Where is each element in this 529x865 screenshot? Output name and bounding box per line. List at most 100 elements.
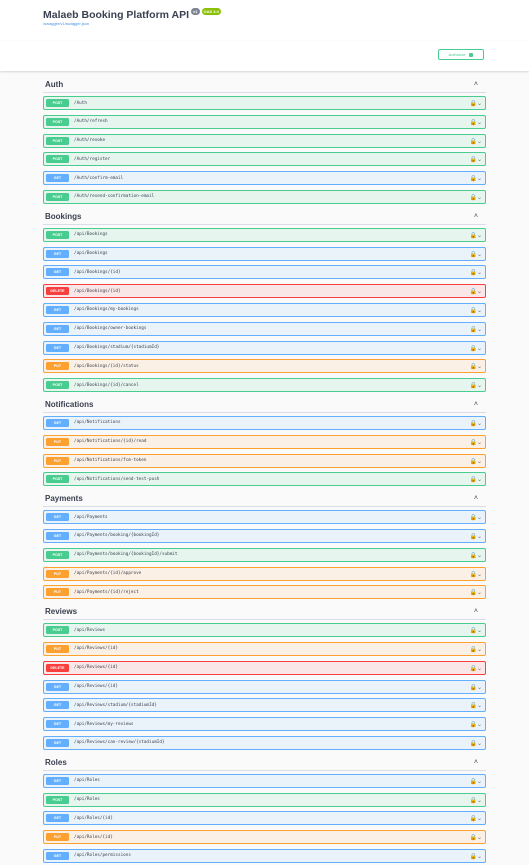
operation[interactable]: GET/Auth/confirm-email 🔒⌄ bbox=[43, 171, 486, 186]
lock-expand-icons[interactable]: 🔒⌄ bbox=[469, 646, 483, 653]
lock-expand-icons[interactable]: 🔒⌄ bbox=[469, 289, 483, 296]
operation[interactable]: PUT/api/Notifications/{id}/read 🔒⌄ bbox=[43, 434, 486, 449]
operation[interactable]: GET/api/Reviews/stadium/{stadiumId} 🔒⌄ bbox=[43, 698, 486, 713]
lock-expand-icons[interactable]: 🔒⌄ bbox=[469, 853, 483, 860]
authorize-button[interactable]: Authorize bbox=[438, 49, 484, 60]
operation[interactable]: POST/Auth/register 🔒⌄ bbox=[43, 152, 486, 167]
operation[interactable]: POST/api/Roles 🔒⌄ bbox=[43, 792, 486, 807]
operation-path: /api/Notifications/send-test-push bbox=[74, 476, 160, 482]
operation[interactable]: POST/api/Notifications/send-test-push 🔒⌄ bbox=[43, 472, 486, 487]
lock-expand-icons[interactable]: 🔒⌄ bbox=[469, 251, 483, 258]
collapse-icon[interactable]: ˄ bbox=[473, 758, 478, 766]
operation-path: /Auth/revoke bbox=[74, 138, 106, 144]
section-header[interactable]: Bookings ˄ bbox=[43, 209, 486, 225]
lock-expand-icons[interactable]: 🔒⌄ bbox=[469, 778, 483, 785]
operation[interactable]: GET/api/Payments/booking/{bookingId} 🔒⌄ bbox=[43, 528, 486, 543]
operation[interactable]: GET/api/Payments 🔒⌄ bbox=[43, 510, 486, 525]
operation[interactable]: PUT/api/Notifications/fcm-token 🔒⌄ bbox=[43, 453, 486, 468]
lock-expand-icons[interactable]: 🔒⌄ bbox=[469, 665, 483, 672]
collapse-icon[interactable]: ˄ bbox=[473, 81, 478, 88]
section-header[interactable]: Payments ˄ bbox=[43, 491, 486, 508]
operation[interactable]: POST/Auth 🔒⌄ bbox=[43, 96, 486, 110]
operation-path: /api/Bookings/owner-bookings bbox=[74, 326, 147, 332]
method-badge: GET bbox=[46, 531, 69, 540]
lock-expand-icons[interactable]: 🔒⌄ bbox=[469, 420, 483, 427]
oas-badge: OAS 3.0 bbox=[201, 8, 221, 15]
operation[interactable]: POST/Auth/revoke 🔒⌄ bbox=[43, 133, 486, 148]
collapse-icon[interactable]: ˄ bbox=[473, 400, 478, 408]
operation[interactable]: GET/api/Roles 🔒⌄ bbox=[43, 773, 486, 788]
lock-expand-icons[interactable]: 🔒⌄ bbox=[469, 232, 483, 239]
lock-expand-icons[interactable]: 🔒⌄ bbox=[469, 533, 483, 540]
method-badge: POST bbox=[46, 230, 69, 239]
operation[interactable]: GET/api/Reviews/my-reviews 🔒⌄ bbox=[43, 717, 486, 732]
lock-expand-icons[interactable]: 🔒⌄ bbox=[469, 552, 483, 559]
lock-expand-icons[interactable]: 🔒⌄ bbox=[469, 157, 483, 164]
operation[interactable]: GET/api/Bookings/{id} 🔒⌄ bbox=[43, 265, 486, 280]
section-header[interactable]: Roles ˄ bbox=[43, 755, 486, 771]
method-badge: GET bbox=[46, 513, 69, 522]
operation[interactable]: GET/api/Bookings/owner-bookings 🔒⌄ bbox=[43, 321, 486, 336]
lock-expand-icons[interactable]: 🔒⌄ bbox=[469, 740, 483, 747]
version-badge: v1 bbox=[191, 8, 200, 15]
lock-expand-icons[interactable]: 🔒⌄ bbox=[469, 101, 483, 107]
operation[interactable]: PUT/api/Payments/{id}/reject 🔒⌄ bbox=[43, 585, 486, 600]
operation[interactable]: POST/api/Bookings/{id}/cancel 🔒⌄ bbox=[43, 378, 486, 393]
lock-expand-icons[interactable]: 🔒⌄ bbox=[469, 138, 483, 145]
operation[interactable]: PUT/api/Roles/{id} 🔒⌄ bbox=[43, 830, 486, 845]
scheme-container: Authorize bbox=[0, 41, 529, 71]
spec-url[interactable]: /swagger/v1/swagger.json bbox=[43, 21, 90, 26]
operation[interactable]: PUT/api/Bookings/{id}/status 🔒⌄ bbox=[43, 359, 486, 374]
lock-expand-icons[interactable]: 🔒⌄ bbox=[469, 119, 483, 126]
lock-expand-icons[interactable]: 🔒⌄ bbox=[469, 684, 483, 691]
operation-path: /api/Bookings/{id}/cancel bbox=[74, 382, 139, 388]
operation-path: /api/Reviews/{id} bbox=[74, 646, 118, 652]
lock-expand-icons[interactable]: 🔒⌄ bbox=[469, 722, 483, 729]
lock-expand-icons[interactable]: 🔒⌄ bbox=[469, 571, 483, 578]
lock-expand-icons[interactable]: 🔒⌄ bbox=[469, 383, 483, 390]
lock-expand-icons[interactable]: 🔒⌄ bbox=[469, 458, 483, 465]
lock-expand-icons[interactable]: 🔒⌄ bbox=[469, 816, 483, 823]
operation[interactable]: GET/api/Reviews/can-review/{stadiumId} 🔒⌄ bbox=[43, 735, 486, 750]
operation[interactable]: POST/api/Bookings 🔒⌄ bbox=[43, 227, 486, 242]
section-header[interactable]: Reviews ˄ bbox=[43, 604, 486, 621]
operation-path: /api/Notifications/{id}/read bbox=[74, 439, 147, 445]
collapse-icon[interactable]: ˄ bbox=[473, 212, 478, 220]
lock-expand-icons[interactable]: 🔒⌄ bbox=[469, 345, 483, 352]
operation[interactable]: GET/api/Roles/{id} 🔒⌄ bbox=[43, 811, 486, 826]
lock-expand-icons[interactable]: 🔒⌄ bbox=[469, 477, 483, 484]
lock-expand-icons[interactable]: 🔒⌄ bbox=[469, 515, 483, 522]
operation[interactable]: GET/api/Roles/permissions 🔒⌄ bbox=[43, 848, 486, 863]
lock-expand-icons[interactable]: 🔒⌄ bbox=[469, 194, 483, 201]
lock-expand-icons[interactable]: 🔒⌄ bbox=[469, 364, 483, 371]
operation[interactable]: DELETE/api/Bookings/{id} 🔒⌄ bbox=[43, 284, 486, 299]
lock-expand-icons[interactable]: 🔒⌄ bbox=[469, 307, 483, 314]
lock-expand-icons[interactable]: 🔒⌄ bbox=[469, 439, 483, 446]
operation[interactable]: PUT/api/Reviews/{id} 🔒⌄ bbox=[43, 641, 486, 656]
operation[interactable]: POST/api/Payments/booking/{bookingId}/su… bbox=[43, 547, 486, 562]
section-header[interactable]: Auth ˄ bbox=[43, 77, 486, 93]
lock-expand-icons[interactable]: 🔒⌄ bbox=[469, 628, 483, 635]
lock-expand-icons[interactable]: 🔒⌄ bbox=[469, 326, 483, 333]
collapse-icon[interactable]: ˄ bbox=[473, 608, 478, 616]
collapse-icon[interactable]: ˄ bbox=[473, 495, 478, 503]
operation[interactable]: DELETE/api/Reviews/{id} 🔒⌄ bbox=[43, 660, 486, 675]
operation[interactable]: GET/api/Bookings/stadium/{stadiumId} 🔒⌄ bbox=[43, 340, 486, 355]
operation[interactable]: GET/api/Bookings 🔒⌄ bbox=[43, 246, 486, 261]
operation[interactable]: POST/Auth/resend-confirmation-email 🔒⌄ bbox=[43, 189, 486, 204]
operation[interactable]: POST/api/Reviews 🔒⌄ bbox=[43, 623, 486, 638]
operation[interactable]: PUT/api/Payments/{id}/approve 🔒⌄ bbox=[43, 566, 486, 581]
info-header: Malaeb Booking Platform API v1 OAS 3.0 /… bbox=[0, 0, 529, 41]
lock-expand-icons[interactable]: 🔒⌄ bbox=[469, 835, 483, 842]
operation[interactable]: GET/api/Notifications 🔒⌄ bbox=[43, 415, 486, 430]
lock-expand-icons[interactable]: 🔒⌄ bbox=[469, 270, 483, 277]
lock-expand-icons[interactable]: 🔒⌄ bbox=[469, 703, 483, 710]
lock-expand-icons[interactable]: 🔒⌄ bbox=[469, 176, 483, 183]
operation[interactable]: POST/Auth/refresh 🔒⌄ bbox=[43, 114, 486, 129]
operation[interactable]: GET/api/Reviews/{id} 🔒⌄ bbox=[43, 679, 486, 694]
lock-expand-icons[interactable]: 🔒⌄ bbox=[469, 797, 483, 804]
section-header[interactable]: Notifications ˄ bbox=[43, 397, 486, 413]
lock-expand-icons[interactable]: 🔒⌄ bbox=[469, 590, 483, 597]
operation[interactable]: GET/api/Bookings/my-bookings 🔒⌄ bbox=[43, 302, 486, 317]
